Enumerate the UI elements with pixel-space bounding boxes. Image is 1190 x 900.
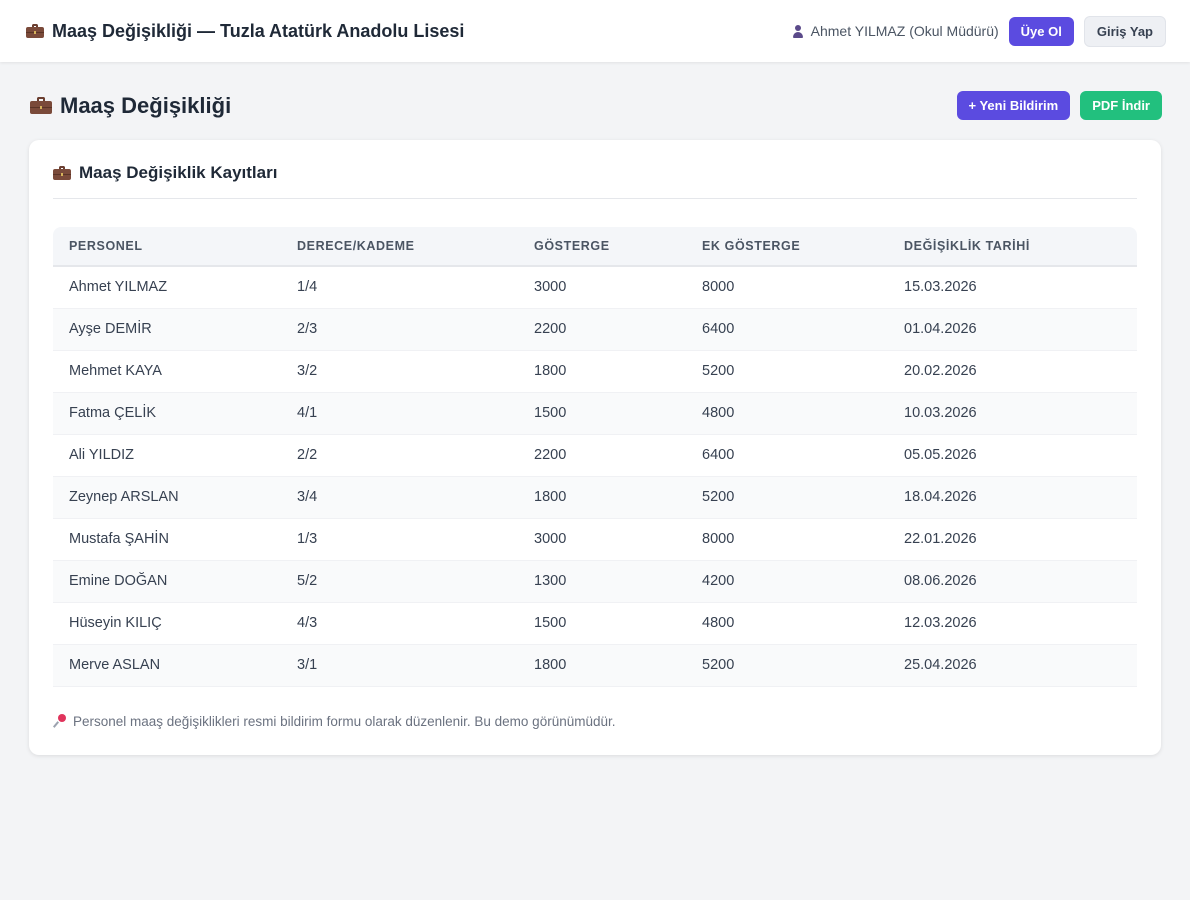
cell-change-date: 10.03.2026 — [888, 392, 1137, 435]
briefcase-icon — [53, 166, 71, 180]
cell-personnel: Fatma ÇELİK — [53, 392, 281, 435]
cell-change-date: 01.04.2026 — [888, 308, 1137, 351]
cell-indicator: 1500 — [518, 392, 686, 435]
cell-extra-indicator: 4800 — [686, 602, 888, 645]
app-title: Maaş Değişikliği — Tuzla Atatürk Anadolu… — [52, 20, 465, 41]
page-header: Maaş Değişikliği + Yeni Bildirim PDF İnd… — [0, 91, 1190, 120]
cell-extra-indicator: 5200 — [686, 476, 888, 519]
cell-extra-indicator: 8000 — [686, 266, 888, 309]
cell-personnel: Ayşe DEMİR — [53, 308, 281, 351]
cell-personnel: Emine DOĞAN — [53, 560, 281, 603]
user-icon — [791, 24, 805, 38]
column-header-indicator[interactable]: GÖSTERGE — [518, 227, 686, 267]
cell-personnel: Mehmet KAYA — [53, 350, 281, 393]
cell-change-date: 25.04.2026 — [888, 644, 1137, 687]
salary-table: PERSONEL DERECE/KADEME GÖSTERGE EK GÖSTE… — [53, 227, 1137, 687]
cell-grade: 1/3 — [281, 518, 518, 561]
table-row[interactable]: Ahmet YILMAZ 1/4 3000 8000 15.03.2026 — [53, 266, 1137, 309]
cell-extra-indicator: 6400 — [686, 308, 888, 351]
column-header-personnel[interactable]: PERSONEL — [53, 227, 281, 267]
page-title-text: Maaş Değişikliği — [60, 92, 232, 118]
cell-indicator: 1800 — [518, 350, 686, 393]
cell-grade: 2/2 — [281, 434, 518, 477]
table-row[interactable]: Emine DOĞAN 5/2 1300 4200 08.06.2026 — [53, 560, 1137, 603]
cell-grade: 3/2 — [281, 350, 518, 393]
cell-extra-indicator: 6400 — [686, 434, 888, 477]
cell-indicator: 2200 — [518, 308, 686, 351]
cell-grade: 4/3 — [281, 602, 518, 645]
footnote-text: Personel maaş değişiklikleri resmi bildi… — [73, 713, 616, 729]
cell-change-date: 18.04.2026 — [888, 476, 1137, 519]
app-brand: Maaş Değişikliği — Tuzla Atatürk Anadolu… — [26, 21, 464, 42]
cell-grade: 2/3 — [281, 308, 518, 351]
cell-extra-indicator: 4800 — [686, 392, 888, 435]
cell-extra-indicator: 5200 — [686, 644, 888, 687]
cell-change-date: 15.03.2026 — [888, 266, 1137, 309]
table-row[interactable]: Merve ASLAN 3/1 1800 5200 25.04.2026 — [53, 644, 1137, 687]
cell-change-date: 22.01.2026 — [888, 518, 1137, 561]
pdf-download-button[interactable]: PDF İndir — [1080, 91, 1162, 120]
current-user: Ahmet YILMAZ (Okul Müdürü) — [791, 23, 999, 39]
top-right-area: Ahmet YILMAZ (Okul Müdürü) Üye Ol Giriş … — [791, 15, 1166, 47]
cell-personnel: Hüseyin KILIÇ — [53, 602, 281, 645]
table-row[interactable]: Mustafa ŞAHİN 1/3 3000 8000 22.01.2026 — [53, 518, 1137, 561]
cell-extra-indicator: 5200 — [686, 350, 888, 393]
cell-grade: 1/4 — [281, 266, 518, 309]
signup-button[interactable]: Üye Ol — [1008, 16, 1074, 46]
table-row[interactable]: Zeynep ARSLAN 3/4 1800 5200 18.04.2026 — [53, 476, 1137, 519]
table-row[interactable]: Mehmet KAYA 3/2 1800 5200 20.02.2026 — [53, 350, 1137, 393]
briefcase-icon — [26, 24, 44, 38]
cell-change-date: 12.03.2026 — [888, 602, 1137, 645]
cell-indicator: 1500 — [518, 602, 686, 645]
table-row[interactable]: Fatma ÇELİK 4/1 1500 4800 10.03.2026 — [53, 392, 1137, 435]
table-row[interactable]: Ali YILDIZ 2/2 2200 6400 05.05.2026 — [53, 434, 1137, 477]
table-row[interactable]: Ayşe DEMİR 2/3 2200 6400 01.04.2026 — [53, 308, 1137, 351]
cell-indicator: 1800 — [518, 644, 686, 687]
cell-indicator: 3000 — [518, 518, 686, 561]
column-header-extra-indicator[interactable]: EK GÖSTERGE — [686, 227, 888, 267]
column-header-change-date[interactable]: DEĞİŞİKLİK TARİHİ — [888, 227, 1137, 267]
cell-grade: 5/2 — [281, 560, 518, 603]
cell-grade: 3/4 — [281, 476, 518, 519]
card-title-text: Maaş Değişiklik Kayıtları — [79, 163, 278, 182]
pushpin-icon — [52, 714, 67, 728]
table-header-row: PERSONEL DERECE/KADEME GÖSTERGE EK GÖSTE… — [53, 227, 1137, 267]
cell-personnel: Mustafa ŞAHİN — [53, 518, 281, 561]
cell-change-date: 05.05.2026 — [888, 434, 1137, 477]
page-actions: + Yeni Bildirim PDF İndir — [956, 91, 1162, 120]
page-title: Maaş Değişikliği — [30, 93, 231, 119]
cell-indicator: 2200 — [518, 434, 686, 477]
cell-change-date: 20.02.2026 — [888, 350, 1137, 393]
salary-records-card: Maaş Değişiklik Kayıtları PERSONEL DEREC… — [29, 140, 1161, 755]
cell-personnel: Ahmet YILMAZ — [53, 266, 281, 309]
cell-grade: 3/1 — [281, 644, 518, 687]
footnote: Personel maaş değişiklikleri resmi bildi… — [52, 713, 1137, 729]
cell-personnel: Zeynep ARSLAN — [53, 476, 281, 519]
new-notification-button[interactable]: + Yeni Bildirim — [956, 91, 1071, 120]
cell-extra-indicator: 8000 — [686, 518, 888, 561]
card-title: Maaş Değişiklik Kayıtları — [53, 140, 1137, 199]
table-row[interactable]: Hüseyin KILIÇ 4/3 1500 4800 12.03.2026 — [53, 602, 1137, 645]
login-button[interactable]: Giriş Yap — [1083, 15, 1166, 47]
cell-extra-indicator: 4200 — [686, 560, 888, 603]
cell-indicator: 3000 — [518, 266, 686, 309]
current-user-label: Ahmet YILMAZ (Okul Müdürü) — [810, 23, 999, 39]
cell-indicator: 1800 — [518, 476, 686, 519]
cell-indicator: 1300 — [518, 560, 686, 603]
column-header-grade[interactable]: DERECE/KADEME — [281, 227, 518, 267]
cell-grade: 4/1 — [281, 392, 518, 435]
cell-personnel: Ali YILDIZ — [53, 434, 281, 477]
cell-personnel: Merve ASLAN — [53, 644, 281, 687]
briefcase-icon — [30, 97, 52, 114]
cell-change-date: 08.06.2026 — [888, 560, 1137, 603]
top-navbar: Maaş Değişikliği — Tuzla Atatürk Anadolu… — [0, 0, 1190, 62]
